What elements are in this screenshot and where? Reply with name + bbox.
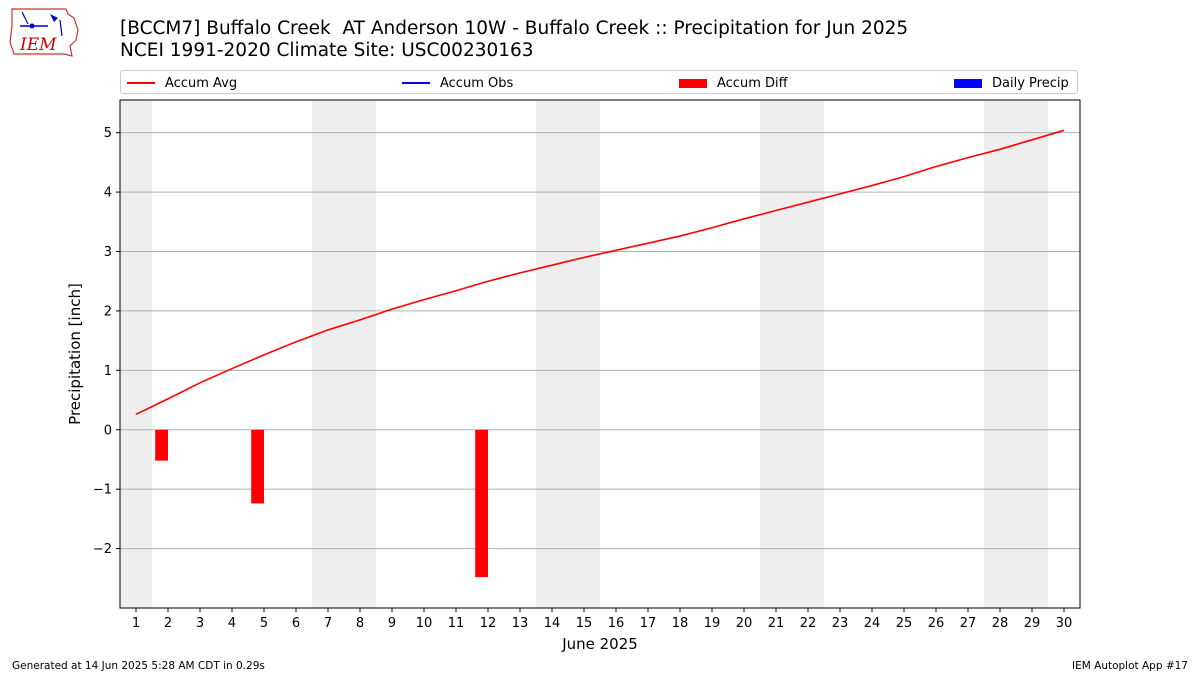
x-tick-label: 1 [132,616,140,631]
chart-title: [BCCM7] Buffalo Creek AT Anderson 10W - … [120,18,909,39]
legend-swatch-daily-precip [954,78,982,88]
x-tick-label: 13 [512,616,529,631]
x-tick-label: 5 [260,616,268,631]
x-tick-label: 7 [324,616,332,631]
legend-label-accum-diff: Accum Diff [717,75,788,91]
x-tick-label: 16 [608,616,625,631]
accum-diff-bar [251,429,264,504]
y-tick-label: 5 [104,126,112,141]
y-axis-label: Precipitation [inch] [66,283,84,425]
y-tick-label: −1 [93,483,112,498]
y-tick-label: 0 [104,423,112,438]
svg-text:IEM: IEM [19,35,57,55]
chart-subtitle: NCEI 1991-2020 Climate Site: USC00230163 [120,40,534,61]
y-tick-label: 1 [104,364,112,379]
accum-diff-bar [155,429,168,461]
weekend-band [984,100,1048,608]
x-tick-label: 9 [388,616,396,631]
x-tick-label: 28 [992,616,1009,631]
x-tick-label: 17 [640,616,657,631]
legend-label-accum-avg: Accum Avg [165,75,238,91]
weekend-band [312,100,376,608]
iem-logo: IEM [9,8,79,57]
x-tick-label: 6 [292,616,300,631]
legend-swatch-accum-avg [127,82,155,84]
legend-label-daily-precip: Daily Precip [992,75,1069,91]
legend: Accum Avg Accum Obs Accum Diff Daily Pre… [120,70,1078,94]
x-tick-label: 14 [544,616,561,631]
x-tick-label: 24 [864,616,881,631]
y-tick-label: −2 [93,542,112,557]
x-tick-label: 11 [448,616,465,631]
legend-label-accum-obs: Accum Obs [440,75,514,91]
accum-avg-line [135,129,1065,416]
legend-swatch-accum-obs [402,82,430,84]
x-tick-label: 15 [576,616,593,631]
x-tick-label: 27 [960,616,977,631]
y-tick-label: 3 [104,245,112,260]
x-tick-label: 23 [832,616,849,631]
x-tick-label: 20 [736,616,753,631]
x-tick-label: 4 [228,616,236,631]
x-tick-label: 30 [1056,616,1073,631]
app-note: IEM Autoplot App #17 [1072,660,1188,672]
legend-swatch-accum-diff [679,78,707,88]
x-tick-label: 12 [480,616,497,631]
x-tick-label: 8 [356,616,364,631]
weekend-band [536,100,600,608]
x-axis-label: June 2025 [561,635,638,653]
accum-diff-bar [475,429,488,578]
x-tick-label: 19 [704,616,721,631]
x-tick-label: 18 [672,616,689,631]
x-tick-label: 2 [164,616,172,631]
weekend-band [120,100,152,608]
x-tick-label: 29 [1024,616,1041,631]
weekend-band [760,100,824,608]
plot-frame [119,99,1081,609]
x-tick-label: 10 [416,616,433,631]
x-tick-label: 3 [196,616,204,631]
x-tick-label: 26 [928,616,945,631]
generated-note: Generated at 14 Jun 2025 5:28 AM CDT in … [12,660,265,672]
x-tick-label: 25 [896,616,913,631]
x-tick-label: 21 [768,616,785,631]
legend-item-accum-diff: Accum Diff [679,74,788,92]
y-tick-label: 4 [104,186,112,201]
x-tick-label: 22 [800,616,817,631]
y-tick-label: 2 [104,304,112,319]
legend-item-accum-obs: Accum Obs [402,74,513,92]
legend-item-daily-precip: Daily Precip [954,74,1069,92]
legend-item-accum-avg: Accum Avg [127,74,237,92]
